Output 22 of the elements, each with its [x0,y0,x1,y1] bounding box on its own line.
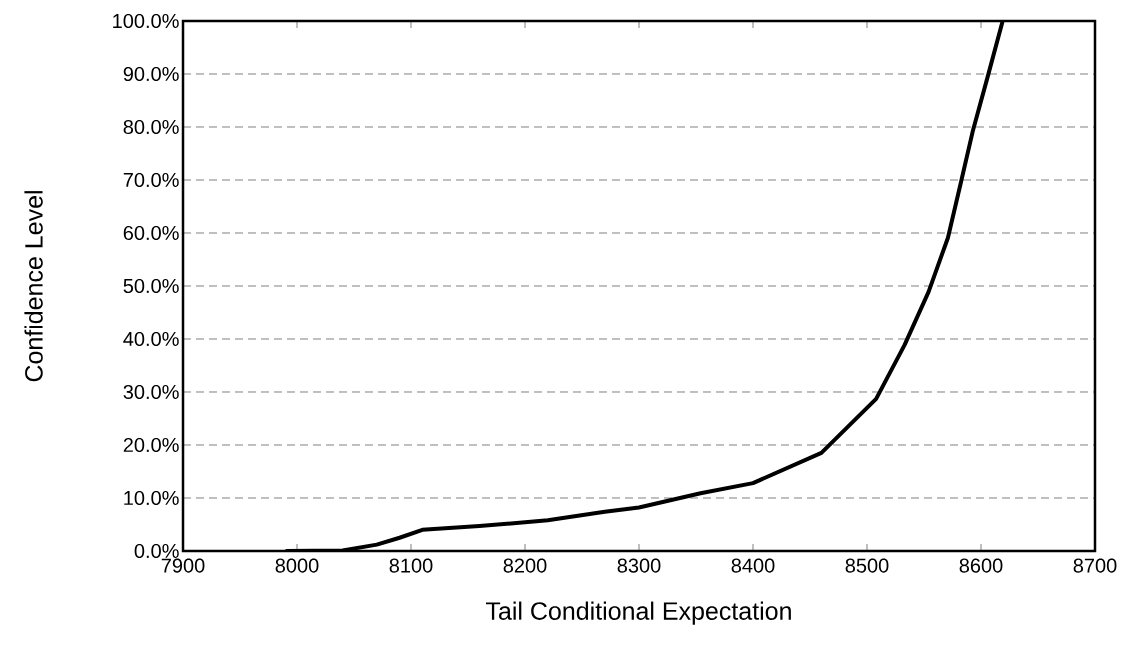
x-tick-label: 7900 [161,558,205,573]
x-tick-label: 8300 [617,558,661,573]
x-tick-label: 8400 [731,558,775,573]
y-tick-label: 90.0% [123,66,179,82]
y-tick-label: 20.0% [123,437,179,453]
y-tick-label: 80.0% [123,119,179,135]
y-axis-title: Confidence Level [24,191,43,382]
x-axis-title: Tail Conditional Expectation [486,601,791,625]
y-tick-label: 30.0% [123,384,179,400]
x-tick-label: 8700 [1073,558,1117,573]
y-tick-label: 100.0% [113,13,179,29]
x-tick-label: 8500 [845,558,889,573]
x-tick-label: 8100 [389,558,433,573]
x-tick-label: 8000 [275,558,319,573]
x-tick-label: 8600 [959,558,1003,573]
y-tick-label: 60.0% [123,225,179,241]
x-tick-label: 8200 [503,558,547,573]
y-tick-label: 70.0% [123,172,179,188]
y-tick-label: 10.0% [124,490,179,506]
y-tick-label: 0.0% [134,543,179,559]
y-tick-label: 50.0% [123,278,179,294]
y-tick-label: 40.0% [123,331,179,347]
